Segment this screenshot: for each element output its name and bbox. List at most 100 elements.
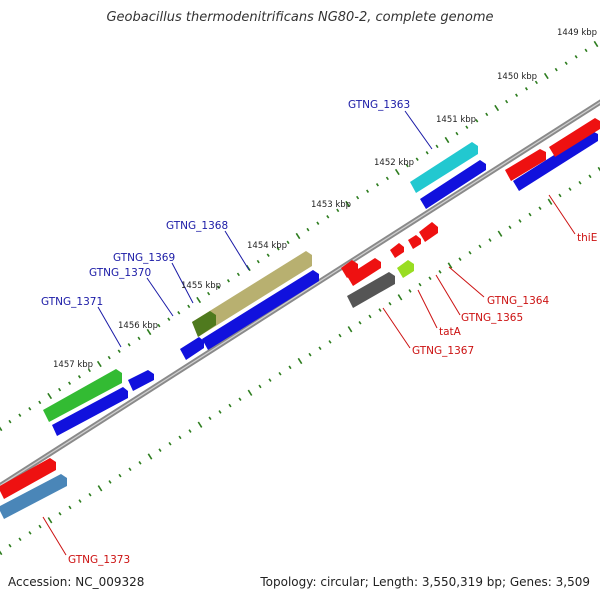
scale-tick xyxy=(405,163,409,168)
scale-tick xyxy=(308,352,312,357)
gene-tatA[interactable] xyxy=(390,243,404,258)
label-tatA: tatA xyxy=(439,326,462,338)
gene-GTNG_1365[interactable] xyxy=(397,260,414,278)
scale-tick xyxy=(218,410,222,414)
scale-tick xyxy=(158,448,162,452)
scale-tick xyxy=(528,212,532,217)
cds-feature[interactable] xyxy=(202,270,319,350)
scale-tick xyxy=(208,416,212,421)
scale-tick xyxy=(375,183,379,187)
scale-tick xyxy=(88,492,92,497)
scale-tick xyxy=(168,441,172,446)
gene-feature[interactable] xyxy=(408,235,421,249)
scale-tick xyxy=(196,296,202,304)
scale-tick xyxy=(508,225,512,230)
scale-tick xyxy=(378,308,382,312)
scale-tick xyxy=(286,240,290,245)
scale-tick xyxy=(458,257,462,261)
leader-line xyxy=(435,274,461,316)
scale-tick xyxy=(167,317,171,321)
leader-line xyxy=(382,307,411,349)
scale-tick xyxy=(188,429,192,433)
scale-tick xyxy=(518,219,522,223)
scale-tick xyxy=(138,461,142,465)
gene-feature[interactable] xyxy=(0,458,56,499)
gene-GTNG_1373[interactable] xyxy=(0,474,67,519)
accession-text: Accession: NC_009328 xyxy=(8,575,145,589)
scale-tick xyxy=(588,174,592,179)
scale-tick xyxy=(177,311,181,315)
scale-tick xyxy=(534,80,538,85)
scale-tick xyxy=(524,87,528,91)
scale-tick xyxy=(127,343,131,347)
cds-feature[interactable] xyxy=(513,131,598,191)
scale-tick xyxy=(435,144,439,149)
label-GTNG_1367: GTNG_1367 xyxy=(412,345,474,357)
scale-tick xyxy=(47,392,53,400)
label-GTNG_1370: GTNG_1370 xyxy=(89,267,151,279)
gene-GTNG_1368[interactable] xyxy=(192,251,312,337)
scale-tick xyxy=(288,365,292,370)
scale-tick xyxy=(38,400,42,405)
scale-tick xyxy=(18,413,22,417)
scale-tick xyxy=(593,40,599,48)
tick-label: 1455 kbp xyxy=(181,281,221,291)
leader-line xyxy=(97,306,122,348)
scale-tick xyxy=(505,99,509,104)
scale-tick xyxy=(538,206,542,210)
tick-label: 1450 kbp xyxy=(497,72,537,82)
scale-tick xyxy=(68,381,72,385)
tick-label: 1452 kbp xyxy=(374,158,414,168)
scale-tick xyxy=(178,435,182,440)
scale-tick xyxy=(96,360,102,368)
label-GTNG_1364: GTNG_1364 xyxy=(487,295,549,307)
gene-GTNG_1371[interactable] xyxy=(43,369,122,422)
scale-tick xyxy=(547,198,553,205)
map-title: Geobacillus thermodenitrificans NG80-2, … xyxy=(106,10,494,25)
scale-tick xyxy=(394,168,400,176)
scale-tick xyxy=(388,301,392,306)
scale-tick xyxy=(77,375,81,379)
gene-feature[interactable] xyxy=(347,258,381,286)
tick-label: 1449 kbp xyxy=(557,28,597,38)
scale-tick xyxy=(366,189,370,193)
label-GTNG_1369: GTNG_1369 xyxy=(113,252,175,264)
scale-tick xyxy=(418,282,422,287)
gene-GTNG_1363[interactable] xyxy=(410,142,478,193)
gene-GTNG_1367[interactable] xyxy=(347,272,395,308)
scale-tick xyxy=(157,323,161,328)
gene-feature[interactable] xyxy=(341,260,358,278)
gene-track-top xyxy=(43,142,478,422)
tick-label: 1454 kbp xyxy=(247,241,287,251)
scale-tick xyxy=(488,238,492,242)
scale-tick xyxy=(306,227,310,232)
gene-track-bottom xyxy=(0,118,600,519)
gene-GTNG_1369[interactable] xyxy=(192,311,216,337)
gene-thiE[interactable] xyxy=(505,149,546,181)
scale-tick xyxy=(108,480,112,484)
cds-feature[interactable] xyxy=(420,160,486,209)
scale-tick xyxy=(268,378,272,382)
scale-tick xyxy=(238,397,242,401)
cds-feature[interactable] xyxy=(128,370,154,391)
scale-tick xyxy=(137,336,141,341)
gene-GTNG_1364[interactable] xyxy=(419,222,438,242)
scale-tick xyxy=(444,136,450,144)
scale-tick xyxy=(117,349,121,353)
scale-tick xyxy=(236,272,240,277)
gene-thiE-part[interactable] xyxy=(549,118,600,157)
scale-tick xyxy=(256,259,260,264)
scale-tick xyxy=(147,453,153,460)
scale-tick xyxy=(258,384,262,389)
scale-tick xyxy=(368,314,372,319)
cds-feature[interactable] xyxy=(52,387,128,436)
scale-tick xyxy=(358,321,362,325)
cds-feature[interactable] xyxy=(180,337,204,360)
scale-tick xyxy=(266,253,270,257)
label-GTNG_1373: GTNG_1373 xyxy=(68,554,130,566)
scale-tick xyxy=(28,531,32,535)
leader-line xyxy=(42,516,67,556)
leader-line xyxy=(448,266,485,298)
label-GTNG_1365: GTNG_1365 xyxy=(461,312,523,324)
scale-tick xyxy=(447,262,453,269)
